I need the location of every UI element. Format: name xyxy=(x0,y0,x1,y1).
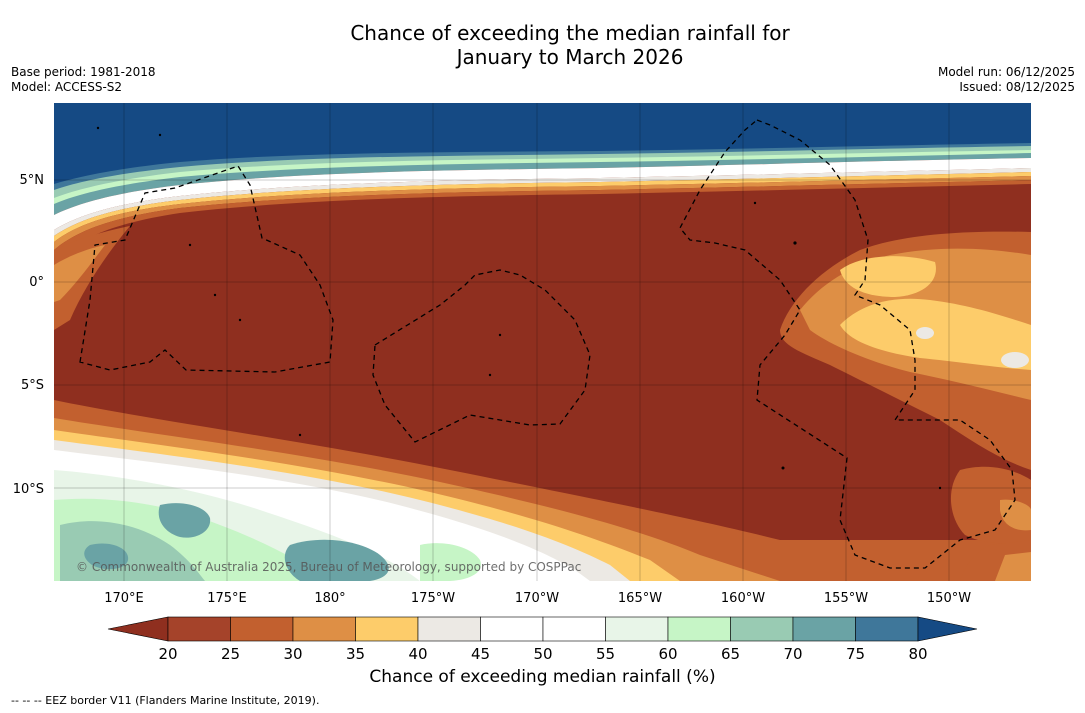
base-period-text: Base period: 1981-2018 xyxy=(11,65,156,79)
island xyxy=(158,133,162,137)
southwest-teal-patch xyxy=(158,503,211,538)
longitude-labels: 170°E 175°E 180° 175°W 170°W 165°W 160°W… xyxy=(104,591,971,606)
lon-label: 160°W xyxy=(721,591,765,606)
island xyxy=(188,243,192,247)
eez-line-islands xyxy=(679,119,1016,569)
island xyxy=(781,466,785,470)
southeast-orange-3 xyxy=(1000,499,1031,531)
island xyxy=(793,241,797,245)
colorbar-segment xyxy=(480,616,544,642)
copyright-text: © Commonwealth of Australia 2025, Bureau… xyxy=(76,560,581,574)
islands xyxy=(96,126,942,490)
island xyxy=(213,293,217,297)
meta-right: Model run: 06/12/2025 Issued: 08/12/2025 xyxy=(938,65,1075,95)
island xyxy=(488,373,492,377)
east-light-spot xyxy=(1001,352,1029,368)
island xyxy=(753,201,757,205)
east-light-spot-2 xyxy=(916,327,934,339)
colorbar-tick-label: 45 xyxy=(471,645,490,663)
latitude-labels: 5°N 0° 5°S 10°S xyxy=(13,173,44,497)
lon-label: 150°W xyxy=(927,591,971,606)
north-transition-orange xyxy=(54,176,1031,250)
north-transition-white xyxy=(54,158,1031,230)
lat-label: 10°S xyxy=(13,482,44,497)
colorbar-tick-label: 20 xyxy=(158,645,177,663)
model-run-text: Model run: 06/12/2025 xyxy=(937,65,1075,79)
lon-label: 155°W xyxy=(824,591,868,606)
lon-label: 180° xyxy=(314,591,345,606)
colorbar-tick-label: 55 xyxy=(596,645,615,663)
island xyxy=(938,486,942,490)
island xyxy=(96,126,100,130)
colorbar-segment xyxy=(792,616,856,642)
colorbar-segment xyxy=(542,616,606,642)
north-transition-rust xyxy=(54,180,1031,262)
title-line-2: January to March 2026 xyxy=(456,45,684,69)
rainfall-field: © Commonwealth of Australia 2025, Bureau… xyxy=(54,103,1031,581)
lon-label: 175°E xyxy=(207,591,247,606)
colorbar-segment xyxy=(667,616,731,642)
colorbar-segment xyxy=(417,616,481,642)
colorbar-label: Chance of exceeding median rainfall (%) xyxy=(369,667,716,687)
lon-label: 170°W xyxy=(515,591,559,606)
southwest-teal-patch-3 xyxy=(84,543,129,570)
southwest-teal-patch-2 xyxy=(284,539,389,581)
lat-label: 5°N xyxy=(20,173,45,188)
colorbar-tick-label: 70 xyxy=(783,645,802,663)
island xyxy=(298,433,302,437)
north-transition-light xyxy=(54,168,1031,236)
colorbar-segment xyxy=(605,616,669,642)
colorbar-tick-label: 60 xyxy=(658,645,677,663)
north-transition-yellow xyxy=(54,172,1031,242)
southwest-green-patch xyxy=(420,543,481,581)
issued-text: Issued: 08/12/2025 xyxy=(959,80,1075,94)
lon-label: 175°W xyxy=(411,591,455,606)
colorbar-tick-label: 30 xyxy=(283,645,302,663)
lon-label: 170°E xyxy=(104,591,144,606)
lat-label: 5°S xyxy=(21,378,44,393)
lat-label: 0° xyxy=(29,275,44,290)
colorbar-segment xyxy=(855,616,919,642)
island xyxy=(498,333,502,337)
chart-title: Chance of exceeding the median rainfall … xyxy=(0,21,1085,69)
colorbar-tick-label: 50 xyxy=(533,645,552,663)
east-yellow-patch-2 xyxy=(840,256,936,297)
colorbar-tick-label: 75 xyxy=(846,645,865,663)
title-line-1: Chance of exceeding the median rainfall … xyxy=(350,21,790,45)
eez-legend-text: -- -- -- EEZ border V11 (Flanders Marine… xyxy=(11,694,320,707)
west-equator-patch-inner xyxy=(54,245,105,302)
eez-kiribati-west xyxy=(79,165,334,373)
east-yellow-region xyxy=(840,298,1031,370)
gridlines xyxy=(54,103,1031,581)
southeast-light-orange xyxy=(995,552,1031,581)
colorbar-tick-label: 35 xyxy=(346,645,365,663)
colorbar-tick-label: 80 xyxy=(908,645,927,663)
colorbar: 20 25 30 35 40 45 50 55 60 65 70 75 80 xyxy=(107,616,978,663)
eez-borders xyxy=(79,119,1016,569)
colorbar-segment xyxy=(167,616,231,642)
north-band-blue xyxy=(54,103,1031,184)
eez-phoenix xyxy=(372,269,591,443)
colorbar-extend-high xyxy=(917,616,978,642)
lon-label: 165°W xyxy=(618,591,662,606)
island xyxy=(238,318,242,322)
meta-left: Base period: 1981-2018 Model: ACCESS-S2 xyxy=(11,65,156,95)
colorbar-tick-label: 40 xyxy=(408,645,427,663)
model-text: Model: ACCESS-S2 xyxy=(11,80,123,94)
colorbar-tick-label: 65 xyxy=(721,645,740,663)
colorbar-tick-label: 25 xyxy=(221,645,240,663)
colorbar-extend-low xyxy=(107,616,169,642)
colorbar-segment xyxy=(230,616,294,642)
colorbar-segment xyxy=(292,616,356,642)
colorbar-segment xyxy=(355,616,419,642)
colorbar-segment xyxy=(730,616,794,642)
